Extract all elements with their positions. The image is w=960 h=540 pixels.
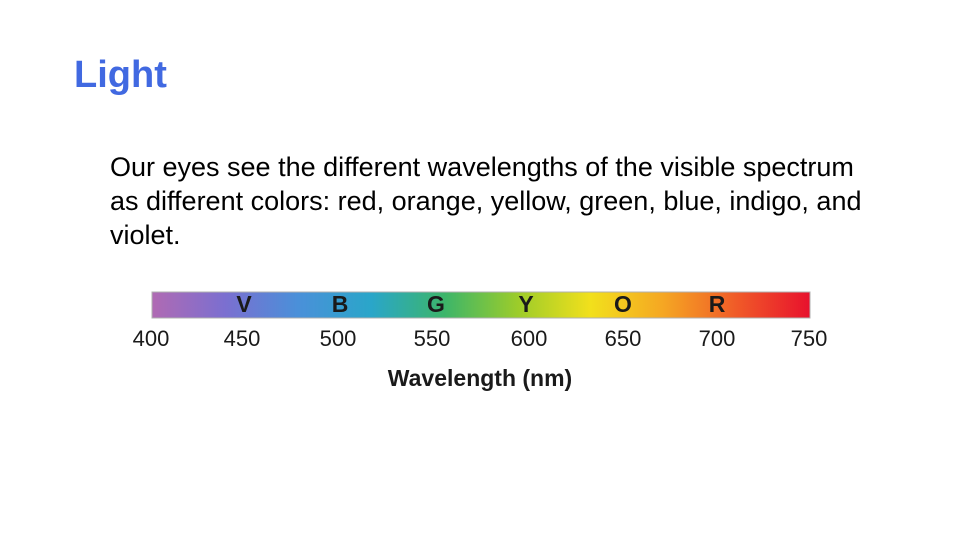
tick-label-550: 550	[414, 326, 451, 351]
axis-title: Wavelength (nm)	[388, 365, 572, 391]
band-letter-v: V	[236, 291, 252, 317]
spectrum-bar	[151, 291, 811, 319]
tick-label-450: 450	[224, 326, 261, 351]
band-letter-b: B	[332, 291, 349, 317]
band-letter-r: R	[709, 291, 726, 317]
band-letter-o: O	[614, 291, 632, 317]
band-letter-g: G	[427, 291, 445, 317]
tick-label-650: 650	[605, 326, 642, 351]
spectrum-diagram: V B G Y O R 400 450 500 550 600 650 700 …	[133, 291, 828, 391]
spectrum-figure: V B G Y O R 400 450 500 550 600 650 700 …	[120, 282, 850, 402]
tick-label-600: 600	[511, 326, 548, 351]
tick-label-750: 750	[791, 326, 828, 351]
band-letter-y: Y	[518, 291, 533, 317]
slide-title: Light	[74, 54, 167, 96]
slide-body-text: Our eyes see the different wavelengths o…	[110, 152, 862, 250]
tick-label-500: 500	[320, 326, 357, 351]
tick-label-700: 700	[699, 326, 736, 351]
tick-label-400: 400	[133, 326, 170, 351]
